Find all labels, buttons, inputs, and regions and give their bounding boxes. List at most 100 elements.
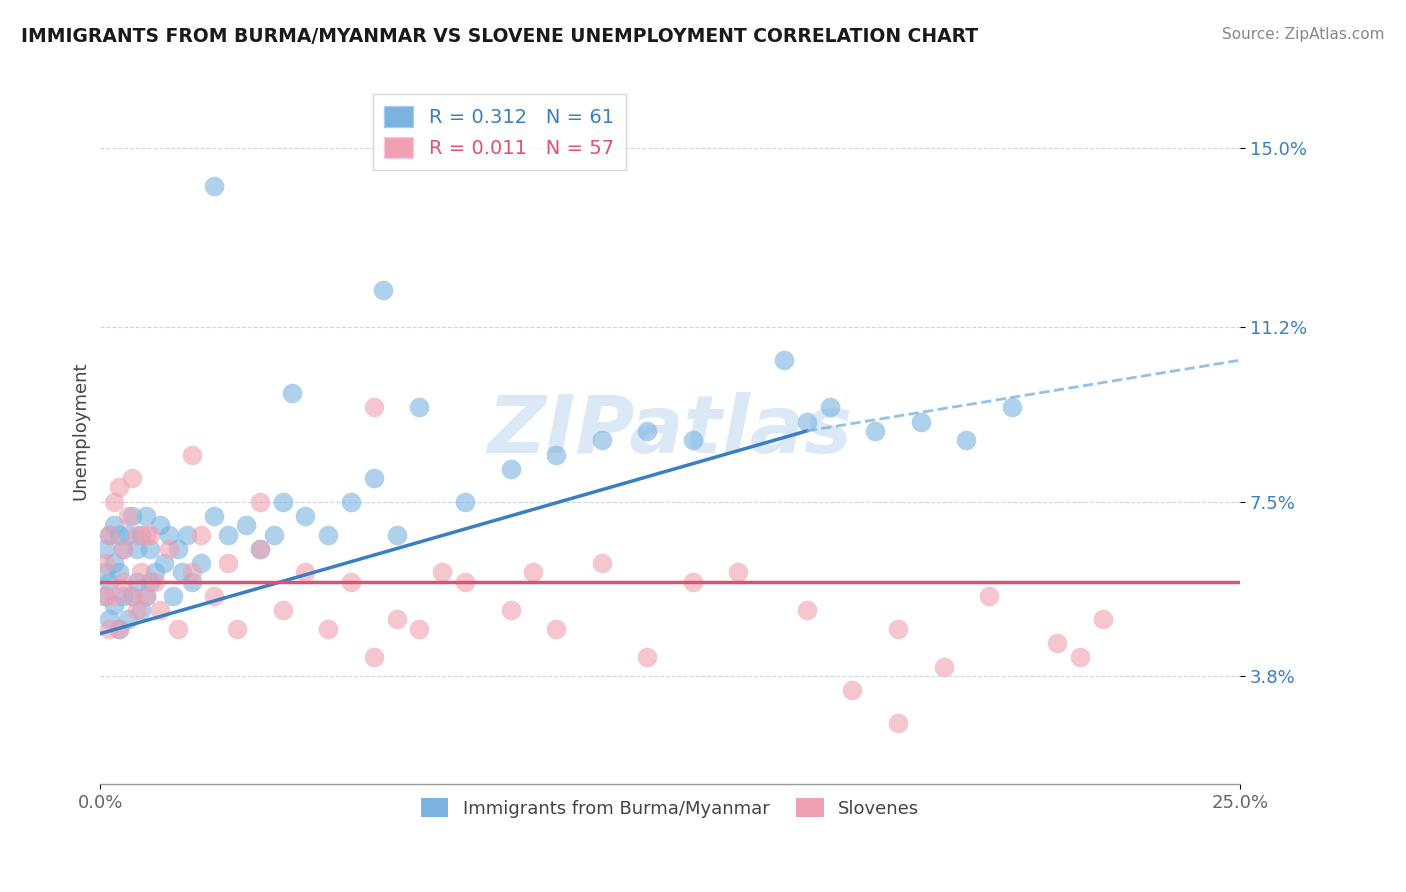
- Point: [139, 527, 162, 541]
- Point: [1001, 401, 1024, 415]
- Point: [202, 508, 225, 523]
- Point: [143, 566, 166, 580]
- Point: [796, 603, 818, 617]
- Point: [263, 527, 285, 541]
- Point: [546, 448, 568, 462]
- Point: [125, 603, 148, 617]
- Point: [190, 556, 212, 570]
- Point: [180, 574, 202, 589]
- Point: [1092, 612, 1115, 626]
- Point: [294, 566, 316, 580]
- Point: [591, 556, 613, 570]
- Point: [107, 622, 129, 636]
- Point: [591, 434, 613, 448]
- Point: [727, 566, 749, 580]
- Point: [94, 541, 117, 556]
- Point: [682, 574, 704, 589]
- Point: [103, 494, 125, 508]
- Point: [180, 566, 202, 580]
- Point: [166, 622, 188, 636]
- Point: [94, 589, 117, 603]
- Point: [107, 527, 129, 541]
- Point: [249, 541, 271, 556]
- Point: [271, 494, 294, 508]
- Point: [125, 527, 148, 541]
- Y-axis label: Unemployment: Unemployment: [72, 361, 89, 500]
- Point: [226, 622, 249, 636]
- Point: [103, 518, 125, 533]
- Point: [98, 527, 121, 541]
- Point: [887, 622, 910, 636]
- Point: [1046, 636, 1069, 650]
- Point: [117, 508, 139, 523]
- Point: [112, 574, 135, 589]
- Point: [131, 527, 153, 541]
- Point: [107, 566, 129, 580]
- Point: [112, 541, 135, 556]
- Point: [841, 683, 863, 698]
- Point: [316, 527, 339, 541]
- Point: [796, 415, 818, 429]
- Point: [955, 434, 977, 448]
- Text: ZIPatlas: ZIPatlas: [488, 392, 852, 470]
- Point: [162, 589, 184, 603]
- Point: [546, 622, 568, 636]
- Point: [121, 589, 143, 603]
- Point: [135, 589, 157, 603]
- Point: [249, 541, 271, 556]
- Point: [522, 566, 544, 580]
- Point: [98, 622, 121, 636]
- Point: [103, 556, 125, 570]
- Point: [103, 599, 125, 613]
- Point: [190, 527, 212, 541]
- Point: [98, 612, 121, 626]
- Point: [94, 556, 117, 570]
- Point: [499, 461, 522, 475]
- Point: [176, 527, 198, 541]
- Legend: Immigrants from Burma/Myanmar, Slovenes: Immigrants from Burma/Myanmar, Slovenes: [413, 791, 927, 825]
- Point: [408, 622, 430, 636]
- Point: [166, 541, 188, 556]
- Point: [316, 622, 339, 636]
- Point: [454, 494, 477, 508]
- Point: [143, 574, 166, 589]
- Point: [363, 401, 385, 415]
- Point: [149, 603, 172, 617]
- Point: [112, 541, 135, 556]
- Point: [131, 603, 153, 617]
- Point: [454, 574, 477, 589]
- Point: [180, 448, 202, 462]
- Point: [135, 589, 157, 603]
- Point: [121, 589, 143, 603]
- Point: [363, 650, 385, 665]
- Point: [910, 415, 932, 429]
- Point: [682, 434, 704, 448]
- Point: [149, 518, 172, 533]
- Point: [107, 481, 129, 495]
- Text: IMMIGRANTS FROM BURMA/MYANMAR VS SLOVENE UNEMPLOYMENT CORRELATION CHART: IMMIGRANTS FROM BURMA/MYANMAR VS SLOVENE…: [21, 27, 979, 45]
- Point: [340, 494, 363, 508]
- Point: [863, 424, 886, 438]
- Point: [121, 471, 143, 485]
- Point: [217, 527, 239, 541]
- Point: [112, 589, 135, 603]
- Point: [94, 589, 117, 603]
- Point: [294, 508, 316, 523]
- Point: [135, 508, 157, 523]
- Point: [125, 574, 148, 589]
- Point: [153, 556, 176, 570]
- Point: [249, 494, 271, 508]
- Point: [121, 508, 143, 523]
- Point: [818, 401, 841, 415]
- Point: [340, 574, 363, 589]
- Point: [117, 527, 139, 541]
- Point: [172, 566, 194, 580]
- Point: [887, 716, 910, 731]
- Point: [636, 424, 658, 438]
- Point: [98, 574, 121, 589]
- Point: [385, 527, 408, 541]
- Point: [117, 612, 139, 626]
- Point: [131, 566, 153, 580]
- Point: [103, 589, 125, 603]
- Point: [139, 574, 162, 589]
